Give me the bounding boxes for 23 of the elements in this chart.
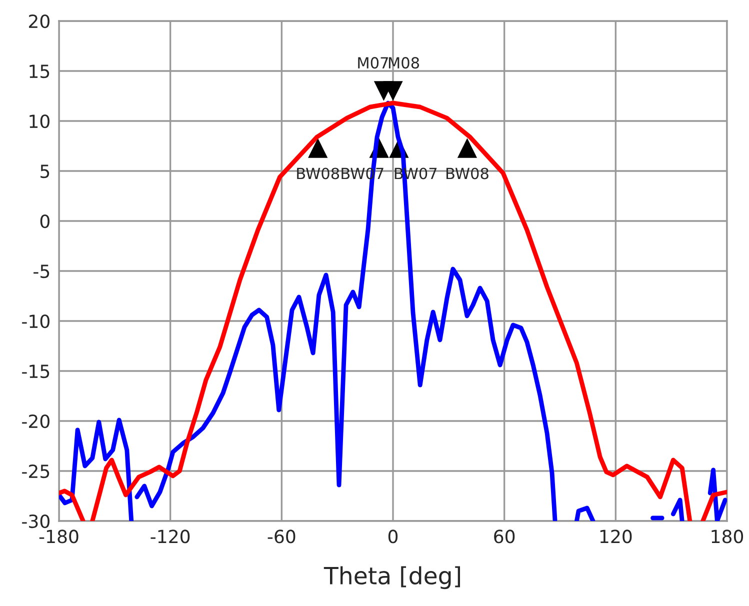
x-tick-label: -120 — [150, 530, 190, 544]
y-tick-label: 20 — [29, 14, 50, 28]
y-tick-label: -10 — [22, 314, 50, 328]
annotation: M08 — [388, 57, 420, 69]
x-tick-label: 180 — [712, 530, 744, 544]
y-tick-label: 0 — [40, 214, 50, 228]
x-tick-label: 120 — [600, 530, 632, 544]
y-tick-label: -5 — [34, 264, 50, 278]
y-tick-label: -30 — [22, 514, 50, 528]
x-axis-title: Theta [deg] — [324, 566, 460, 590]
x-tick-label: -60 — [268, 530, 296, 544]
x-tick-label: -180 — [39, 530, 78, 544]
x-tick-label: 0 — [388, 530, 398, 544]
y-tick-label: 15 — [30, 64, 50, 78]
y-tick-label: -25 — [22, 464, 50, 478]
annotation: BW08 — [446, 168, 488, 180]
y-tick-label: 5 — [40, 164, 50, 178]
y-tick-label: -15 — [22, 364, 50, 378]
y-tick-label: -20 — [22, 414, 50, 428]
annotation: M07 — [358, 57, 388, 69]
annotation: BW08 — [297, 168, 340, 180]
x-tick-label: 60 — [494, 530, 515, 544]
y-tick-label: 10 — [30, 114, 50, 128]
